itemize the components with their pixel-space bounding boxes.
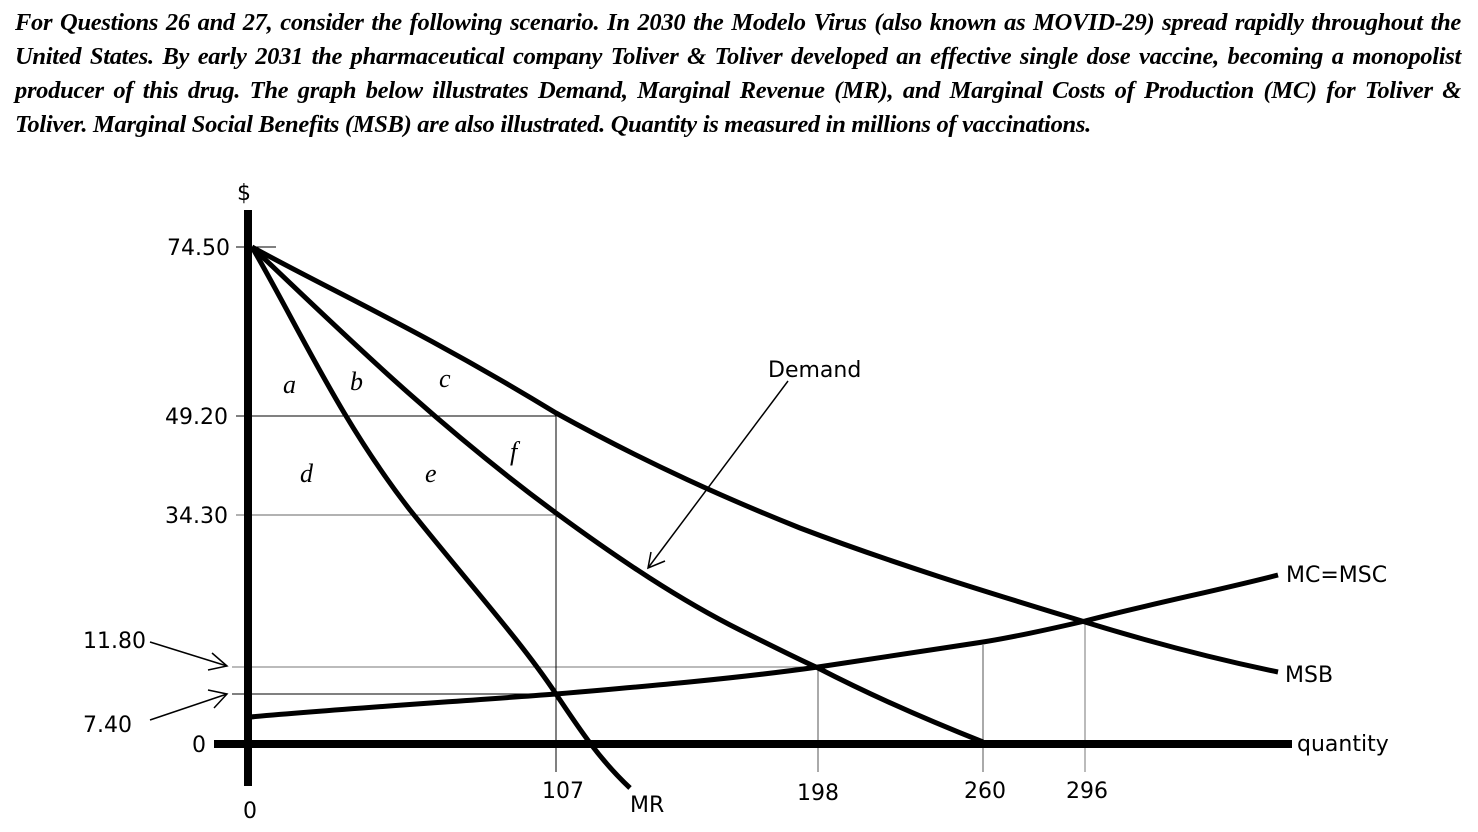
- area-label-a: a: [283, 370, 296, 399]
- area-label-b: b: [350, 367, 363, 396]
- y-tick-49-20: 49.20: [165, 405, 228, 430]
- area-label-f: f: [510, 437, 521, 466]
- x-tick-0: 0: [243, 799, 257, 824]
- demand-label: Demand: [768, 358, 861, 383]
- msb-curve: [250, 244, 1279, 675]
- y-tick-7-40: 7.40: [83, 713, 132, 738]
- pointer-7-40: [149, 693, 228, 721]
- mc-msc-curve: [249, 572, 1279, 720]
- x-axis-label: quantity: [1297, 732, 1389, 757]
- mc-msc-label: MC=MSC: [1286, 563, 1387, 588]
- demand-curve: [250, 245, 984, 745]
- y-tick-0: 0: [192, 733, 206, 758]
- x-tick-260: 260: [964, 779, 1006, 804]
- area-label-c: c: [439, 364, 451, 393]
- mr-curve: [249, 245, 632, 790]
- y-tick-34-30: 34.30: [165, 504, 228, 529]
- reference-lines: [232, 246, 1086, 772]
- scenario-text: For Questions 26 and 27, consider the fo…: [15, 9, 1461, 138]
- arrowhead-icon: [207, 689, 229, 709]
- x-tick-296: 296: [1066, 779, 1108, 804]
- y-tick-74-50: 74.50: [167, 236, 230, 261]
- x-tick-107: 107: [542, 779, 584, 804]
- pointer-11-80: [149, 641, 228, 667]
- mr-label: MR: [630, 793, 664, 818]
- area-label-e: e: [425, 459, 437, 488]
- msb-label: MSB: [1285, 663, 1333, 688]
- y-axis-label: $: [237, 181, 251, 206]
- arrowhead-icon: [207, 652, 229, 671]
- y-tick-11-80: 11.80: [83, 629, 146, 654]
- area-label-d: d: [300, 459, 314, 488]
- x-tick-198: 198: [797, 781, 839, 806]
- arrowhead-icon: [647, 551, 666, 570]
- demand-pointer-arrow: [647, 380, 789, 569]
